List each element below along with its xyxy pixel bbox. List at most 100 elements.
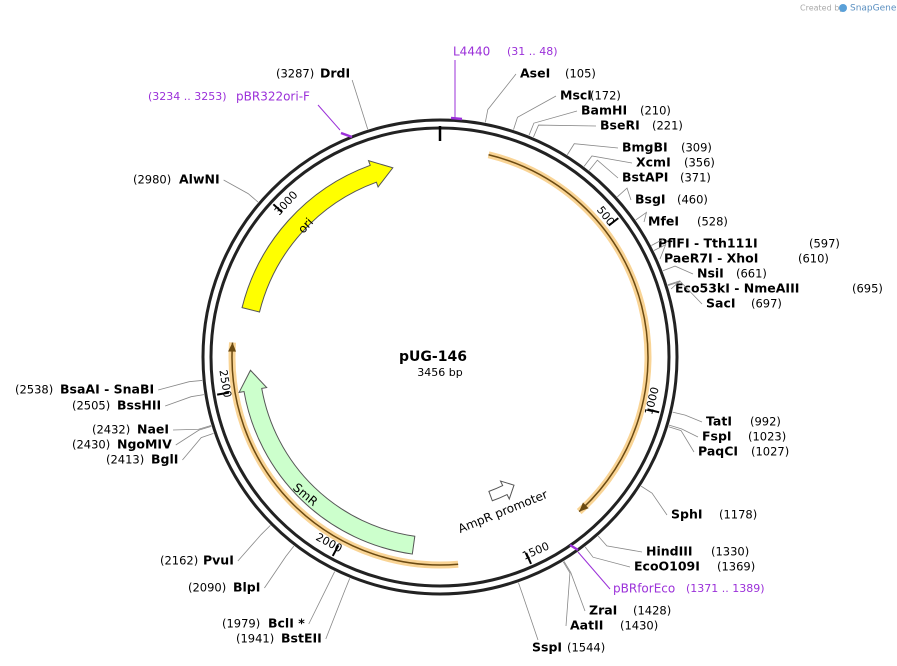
enzyme-position: (1544) [567,641,605,655]
enzyme-leader [325,578,351,640]
enzyme-position: (1941) [236,632,274,646]
enzyme-position: (697) [751,297,782,311]
primer-name: L4440 [453,45,490,59]
enzyme-name: BsaAI - SnaBI [60,382,154,397]
primer-name: pBR322ori-F [236,90,310,104]
enzyme-position: (992) [750,415,781,429]
enzyme-leader [308,571,336,625]
enzyme-leader [563,561,586,612]
enzyme-position: (661) [736,267,767,281]
enzyme-leader [668,424,699,438]
enzyme-leader [533,124,597,138]
enzyme-position: (1428) [633,604,671,618]
enzyme-name: AatII [570,618,603,633]
plasmid-name: pUG-146 [399,349,467,365]
enzyme-name: BclI * [268,616,305,631]
enzyme-name: BamHI [581,103,627,118]
enzyme-name: SacI [706,296,736,311]
enzyme-name: BstEII [281,631,322,646]
enzyme-leader [667,280,681,290]
enzyme-leader [237,525,271,562]
enzyme-name: PvuI [203,553,234,568]
enzyme-name: BlpI [233,580,260,595]
primer-range: (3234 .. 3253) [148,90,227,103]
enzyme-name: AseI [520,66,550,81]
enzyme-position: (610) [798,252,829,266]
enzyme-position: (1178) [719,508,757,522]
enzyme-name: AlwNI [179,172,220,187]
enzyme-position: (2432) [92,423,130,437]
enzyme-name: Eco53kI - NmeAIII [675,281,799,296]
enzyme-position: (210) [640,104,671,118]
enzyme-leader [158,380,203,391]
enzyme-name: ZraI [589,603,617,618]
feature-arc [488,154,649,513]
enzyme-name: HindIII [646,544,693,559]
enzyme-leader [264,545,295,589]
enzyme-position: (695) [852,282,883,296]
enzyme-position: (221) [652,119,683,133]
enzyme-position: (460) [677,193,708,207]
watermark-logo [839,4,847,12]
primer-mark [340,131,353,139]
enzyme-name: FspI [702,429,732,444]
enzyme-leader [653,243,667,260]
watermark-brand: SnapGene [850,4,897,14]
enzyme-name: NgoMIV [117,437,172,452]
enzyme-leader [668,426,695,453]
enzyme-leader [173,425,212,431]
enzyme-name: PflFI - Tth111I [658,236,758,251]
enzyme-leader [617,187,632,201]
enzyme-name: PaqCI [698,444,738,459]
enzyme-leader [672,411,703,423]
feature-arc-head [228,342,237,352]
enzyme-name: SspI [532,640,562,655]
feature-arc-head [579,502,589,512]
plasmid-length: 3456 bp [417,366,462,379]
enzyme-leader [635,211,648,223]
enzyme-leader [640,485,668,516]
feature-arrow [238,369,416,555]
enzyme-name: BsgI [635,192,666,207]
enzyme-position: (371) [680,171,711,185]
enzyme-leader [528,110,578,136]
enzyme-leader [518,582,539,641]
feature-arrow [241,159,394,313]
enzyme-leader [597,535,643,553]
enzyme-name: SphI [671,507,703,522]
enzyme-leader [175,425,212,446]
enzyme-position: (1027) [751,445,789,459]
enzyme-position: (597) [809,237,840,251]
enzyme-leader [667,281,703,305]
watermark-prefix: Created by [800,4,844,13]
enzyme-position: (2538) [15,383,53,397]
primer-mark [450,116,463,121]
primer-range: (31 .. 48) [507,45,558,58]
enzyme-position: (1023) [748,430,786,444]
enzyme-position: (172) [590,89,621,103]
enzyme-position: (356) [684,156,715,170]
primer-mark [569,543,579,552]
enzyme-name: DrdI [320,66,350,81]
enzyme-name: BseRI [600,118,640,133]
enzyme-position: (528) [697,215,728,229]
enzyme-position: (2505) [72,399,110,413]
enzyme-name: BglI [151,452,178,467]
enzyme-name: BmgBI [622,140,668,155]
enzyme-name: NaeI [137,422,169,437]
scale-tick [525,552,532,565]
enzyme-name: EcoO109I [634,559,700,574]
enzyme-position: (3287) [276,67,314,81]
enzyme-leader [584,546,631,568]
enzyme-position: (2162) [160,554,198,568]
enzyme-leader [583,155,633,167]
scale-tick [272,203,283,214]
enzyme-leader [223,179,259,203]
enzyme-name: BssHII [117,398,161,413]
enzyme-name: TatI [706,414,732,429]
enzyme-leader [351,79,369,130]
enzyme-position: (1430) [620,619,658,633]
enzyme-name: NsiI [697,266,724,281]
enzyme-position: (1330) [711,545,749,559]
